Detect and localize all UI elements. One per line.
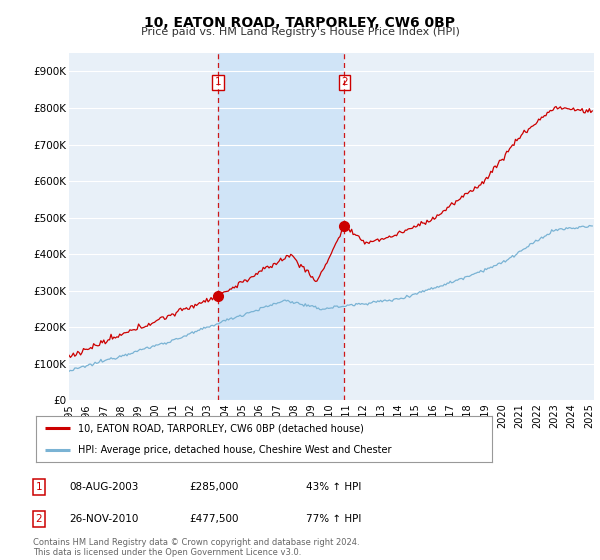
Text: Contains HM Land Registry data © Crown copyright and database right 2024.
This d: Contains HM Land Registry data © Crown c… xyxy=(33,538,359,557)
Text: 77% ↑ HPI: 77% ↑ HPI xyxy=(306,514,361,524)
Text: 08-AUG-2003: 08-AUG-2003 xyxy=(69,482,139,492)
Text: 2: 2 xyxy=(35,514,43,524)
Bar xyxy=(218,53,344,400)
Text: Price paid vs. HM Land Registry's House Price Index (HPI): Price paid vs. HM Land Registry's House … xyxy=(140,27,460,37)
Text: 10, EATON ROAD, TARPORLEY, CW6 0BP: 10, EATON ROAD, TARPORLEY, CW6 0BP xyxy=(145,16,455,30)
Text: HPI: Average price, detached house, Cheshire West and Chester: HPI: Average price, detached house, Ches… xyxy=(78,445,391,455)
Text: 43% ↑ HPI: 43% ↑ HPI xyxy=(306,482,361,492)
Text: 26-NOV-2010: 26-NOV-2010 xyxy=(69,514,139,524)
Text: 1: 1 xyxy=(35,482,43,492)
Text: £285,000: £285,000 xyxy=(189,482,238,492)
Text: £477,500: £477,500 xyxy=(189,514,239,524)
Text: 10, EATON ROAD, TARPORLEY, CW6 0BP (detached house): 10, EATON ROAD, TARPORLEY, CW6 0BP (deta… xyxy=(78,423,364,433)
Text: 1: 1 xyxy=(214,77,221,87)
Text: 2: 2 xyxy=(341,77,348,87)
